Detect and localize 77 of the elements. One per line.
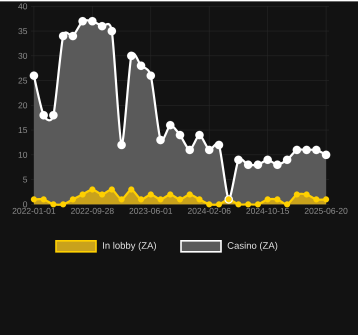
point [118,196,125,202]
point [167,191,174,198]
point [136,61,146,70]
point [39,110,48,120]
y-tick-label: 10 [18,152,28,158]
point [156,136,165,144]
point [40,196,47,202]
x-tick-label: 2022-01-01 [12,208,56,214]
y-tick-label: 15 [18,126,28,133]
point [30,71,38,80]
point [50,201,56,208]
point [235,201,242,208]
point [99,191,106,198]
y-tick-label: 40 [18,3,28,10]
point [254,201,261,208]
point [148,191,154,198]
point [196,196,203,202]
point [89,186,96,192]
point [244,160,252,169]
point [30,196,37,202]
x-tick-label: 2024-02-06 [188,208,231,214]
point [88,16,97,26]
point [176,130,184,140]
point [254,160,262,169]
point [146,71,156,80]
point [78,16,87,26]
point [176,196,184,202]
point [157,196,164,202]
y-tick-label: 25 [18,77,28,84]
point [273,160,282,169]
point [166,120,175,130]
point [80,191,86,198]
point [263,155,272,164]
point [127,51,136,60]
point [214,140,224,150]
point [117,140,126,150]
legend-label: Casino (ZA) [228,242,278,251]
point [302,145,311,154]
point [312,145,321,154]
point [68,32,78,40]
point [70,196,76,202]
point [185,145,194,154]
point [245,201,252,208]
point [186,191,193,198]
point [49,110,58,120]
point [60,201,66,208]
x-tick-label: 2025-06-20 [304,208,348,214]
point [216,201,222,208]
point [128,186,134,192]
y-tick-label: 5 [23,176,28,182]
point [204,145,214,154]
x-tick-label: 2024-10-15 [246,208,290,214]
point [282,155,292,164]
y-tick-label: 0 [23,201,28,208]
point [234,155,243,164]
point [292,145,302,154]
point [322,150,330,159]
y-tick-label: 30 [18,52,28,59]
x-tick-label: 2023-06-01 [129,208,172,214]
point [206,201,212,208]
point [323,196,330,202]
x-tick-label: 2022-09-28 [71,208,114,214]
point [313,196,320,202]
point [195,130,204,140]
point [274,196,280,202]
legend-label: In lobby (ZA) [103,242,156,251]
point [284,201,290,208]
point [294,191,300,198]
point [108,186,115,192]
point [108,26,116,36]
point [264,196,271,202]
point [138,196,144,202]
point [58,32,68,40]
y-tick-label: 35 [18,28,28,34]
point [304,191,310,198]
point [98,22,106,30]
y-tick-label: 20 [18,102,28,108]
